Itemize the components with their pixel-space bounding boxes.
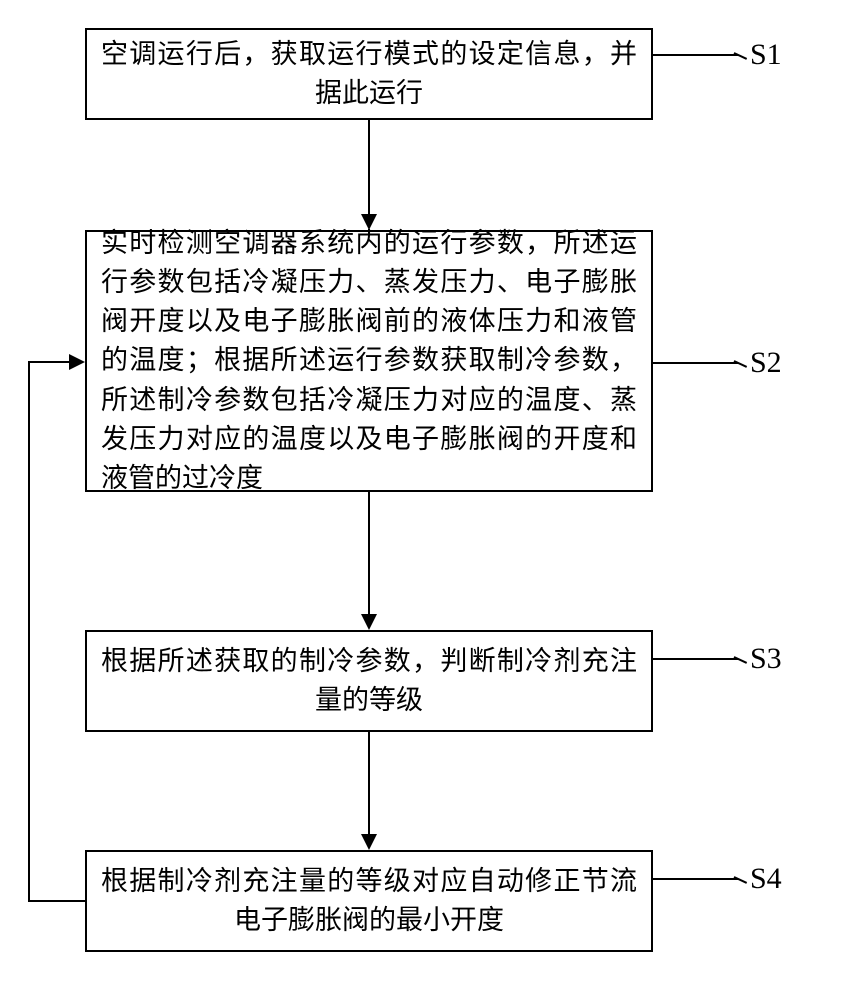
edge-s1-s2 (368, 120, 370, 216)
flowchart-node-text: 空调运行后，获取运行模式的设定信息，并据此运行 (101, 35, 637, 113)
step-label-s3: S3 (750, 642, 782, 676)
arrowhead-icon (69, 354, 85, 370)
label-leader-s2 (653, 362, 738, 364)
arrowhead-icon (361, 214, 377, 230)
label-leader-s4 (653, 878, 738, 880)
flowchart-node-text: 实时检测空调器系统内的运行参数，所述运行参数包括冷凝压力、蒸发压力、电子膨胀阀开… (101, 224, 637, 498)
flowchart-node-s3: 根据所述获取的制冷参数，判断制冷剂充注量的等级 (85, 630, 653, 732)
edge-s4-s2-feedback (28, 361, 71, 363)
label-leader-s1 (653, 54, 738, 56)
flowchart-node-s1: 空调运行后，获取运行模式的设定信息，并据此运行 (85, 28, 653, 120)
label-leader-s3 (653, 658, 738, 660)
flowchart-node-text: 根据制冷剂充注量的等级对应自动修正节流电子膨胀阀的最小开度 (101, 862, 637, 940)
flowchart-node-text: 根据所述获取的制冷参数，判断制冷剂充注量的等级 (101, 642, 637, 720)
edge-s2-s3 (368, 492, 370, 616)
edge-s4-s2-feedback (28, 361, 30, 902)
flowchart-node-s2: 实时检测空调器系统内的运行参数，所述运行参数包括冷凝压力、蒸发压力、电子膨胀阀开… (85, 230, 653, 492)
flowchart-node-s4: 根据制冷剂充注量的等级对应自动修正节流电子膨胀阀的最小开度 (85, 850, 653, 952)
arrowhead-icon (361, 614, 377, 630)
step-label-s1: S1 (750, 38, 782, 72)
edge-s3-s4 (368, 732, 370, 836)
arrowhead-icon (361, 834, 377, 850)
step-label-s4: S4 (750, 862, 782, 896)
edge-s4-s2-feedback (28, 900, 85, 902)
step-label-s2: S2 (750, 346, 782, 380)
